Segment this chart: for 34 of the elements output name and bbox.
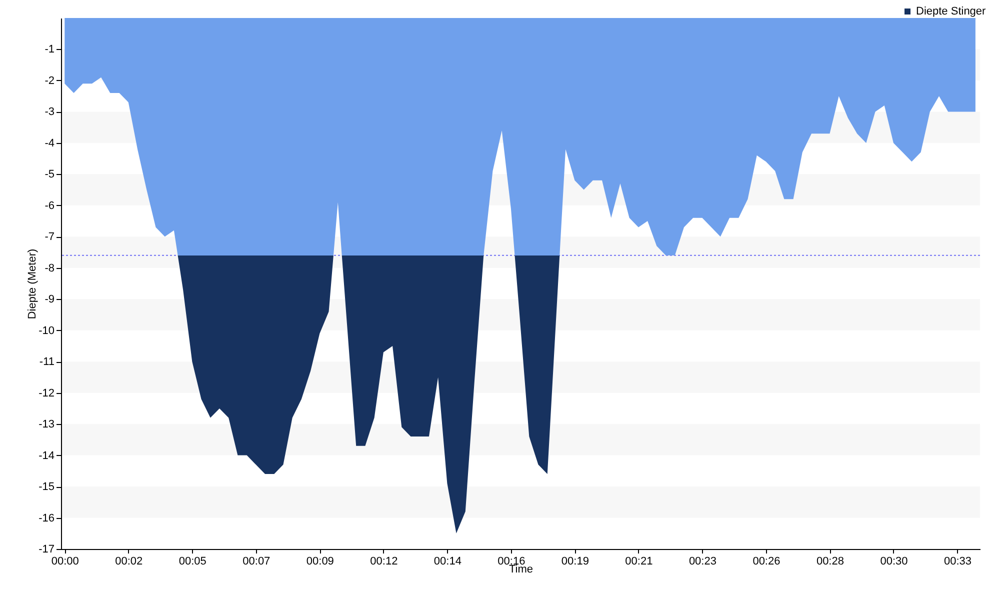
x-tick-label: 00:07 [242, 556, 270, 568]
x-tick-label: 00:21 [625, 556, 653, 568]
y-tick-label: -7 [44, 231, 54, 244]
y-tick-label: -1 [44, 44, 54, 56]
y-tick-label: -17 [38, 544, 54, 556]
x-tick-label: 00:14 [434, 556, 462, 568]
x-tick-label: 00:30 [880, 556, 908, 568]
y-tick-label: -2 [44, 74, 54, 87]
y-tick-label: -13 [38, 418, 54, 431]
x-axis-title: Time [508, 564, 534, 576]
x-tick-label: 00:00 [51, 556, 79, 568]
x-tick-label: 00:09 [306, 556, 334, 568]
x-tick-label: 00:19 [561, 556, 589, 568]
legend-label: Diepte Stinger [916, 6, 986, 18]
y-axis-title: Diepte (Meter) [26, 248, 39, 320]
y-tick-label: -11 [39, 356, 54, 368]
y-tick-label: -10 [38, 324, 54, 337]
y-tick-label: -4 [44, 137, 54, 150]
y-tick-label: -3 [44, 106, 54, 118]
y-tick-label: -5 [44, 168, 54, 181]
y-tick-label: -16 [38, 512, 54, 524]
x-tick-label: 00:28 [816, 556, 844, 568]
y-tick-label: -14 [38, 450, 54, 462]
x-tick-label: 00:33 [944, 556, 972, 568]
y-tick-label: -8 [44, 262, 54, 274]
x-tick-label: 00:26 [752, 556, 780, 568]
y-tick-label: -6 [44, 200, 54, 212]
x-tick-label: 00:05 [178, 556, 206, 568]
x-tick-label: 00:12 [370, 556, 398, 568]
x-tick-label: 00:23 [688, 556, 716, 568]
y-tick-label: -15 [38, 481, 54, 494]
y-tick-label: -12 [38, 387, 54, 400]
y-tick-label: -9 [44, 294, 54, 306]
x-tick-label: 00:02 [115, 556, 143, 568]
